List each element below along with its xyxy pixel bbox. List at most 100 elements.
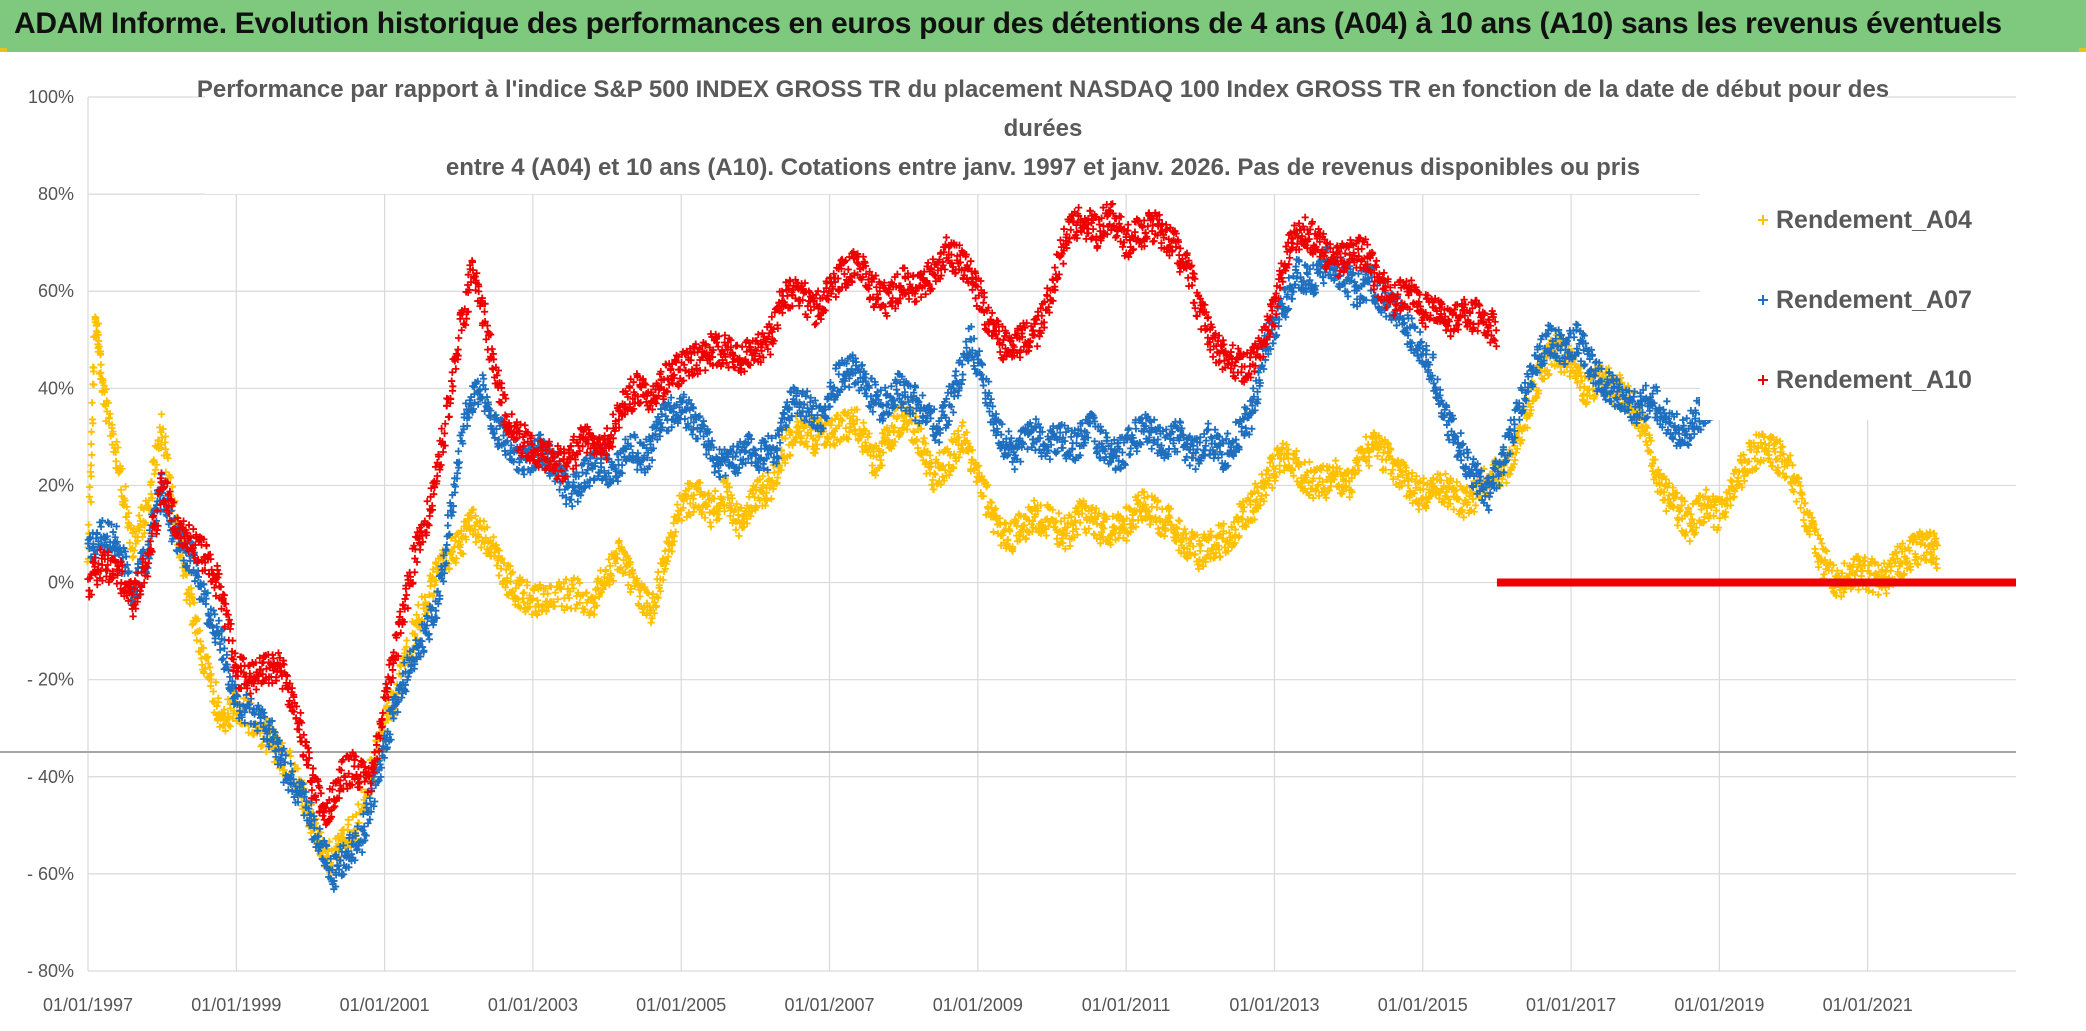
data-point (183, 571, 191, 579)
banner-corner-right (2079, 48, 2086, 52)
data-point (480, 539, 489, 547)
data-point (576, 599, 584, 607)
data-point (673, 501, 681, 509)
data-point (140, 505, 148, 513)
data-point (607, 572, 616, 580)
y-tick-label: 80% (38, 184, 74, 204)
data-point (767, 495, 776, 503)
data-point (87, 428, 96, 436)
data-point (448, 548, 457, 556)
data-point (100, 381, 108, 390)
data-point (122, 483, 130, 491)
x-tick-label: 01/01/2009 (933, 995, 1023, 1015)
data-point (626, 558, 634, 566)
data-point (565, 594, 573, 602)
data-point (86, 468, 95, 476)
data-point (638, 605, 647, 613)
data-point (223, 716, 231, 724)
data-point (594, 584, 602, 592)
data-point (471, 512, 480, 520)
data-point (226, 722, 234, 730)
data-point (650, 609, 658, 617)
data-point (213, 702, 221, 710)
data-point (94, 331, 102, 339)
data-point (135, 511, 143, 520)
data-point (188, 594, 197, 602)
data-point (609, 577, 617, 585)
data-point (654, 594, 662, 602)
data-point (495, 547, 503, 555)
data-point (212, 678, 220, 686)
data-point (193, 636, 201, 644)
data-point (563, 603, 571, 611)
data-point (656, 587, 665, 595)
data-point (605, 555, 613, 563)
data-point (201, 665, 209, 673)
data-point (123, 513, 131, 521)
data-point (467, 514, 476, 522)
data-point (636, 592, 644, 600)
y-tick-label: - 40% (27, 767, 74, 787)
data-point (777, 466, 785, 474)
data-point (677, 516, 686, 525)
data-point (204, 659, 212, 668)
data-point (670, 532, 678, 540)
data-point (176, 551, 184, 560)
x-tick-label: 01/01/2013 (1229, 995, 1319, 1015)
data-point (168, 483, 176, 491)
x-tick-label: 01/01/2001 (340, 995, 430, 1015)
data-point (759, 472, 767, 480)
data-point (159, 425, 167, 433)
data-point (671, 528, 680, 536)
data-point (551, 602, 559, 610)
data-point (663, 557, 671, 565)
data-point (574, 575, 582, 583)
data-point (752, 504, 761, 512)
data-point (518, 576, 527, 584)
data-point (280, 766, 288, 774)
data-point (797, 434, 806, 442)
data-point (138, 533, 147, 541)
data-point (456, 541, 464, 549)
data-point (625, 571, 633, 579)
data-point (147, 490, 155, 498)
data-point (86, 483, 94, 491)
data-point (102, 385, 110, 393)
data-point (108, 424, 116, 432)
data-point (675, 511, 683, 519)
data-point (620, 556, 628, 564)
data-point (148, 478, 156, 486)
data-point (711, 487, 719, 495)
data-point (262, 748, 270, 756)
x-tick-label: 01/01/2015 (1378, 995, 1468, 1015)
data-point (97, 369, 105, 377)
data-point (591, 594, 599, 602)
data-point (257, 742, 265, 751)
y-tick-label: 40% (38, 378, 74, 398)
data-point (500, 559, 508, 567)
data-point (635, 602, 643, 610)
data-point (670, 519, 678, 527)
x-tick-label: 01/01/2005 (636, 995, 726, 1015)
data-point (493, 561, 501, 570)
data-point (193, 615, 202, 623)
data-point (112, 457, 120, 465)
data-point (624, 581, 632, 589)
data-point (502, 566, 510, 574)
data-point (710, 495, 718, 503)
data-point (727, 502, 735, 510)
data-point (429, 592, 437, 601)
data-point (770, 469, 778, 477)
data-point (743, 519, 751, 528)
y-tick-label: 0% (48, 573, 74, 593)
banner-corner-left (0, 48, 7, 52)
data-point (728, 494, 736, 503)
data-point (338, 830, 346, 838)
y-tick-label: - 20% (27, 670, 74, 690)
y-tick-label: - 60% (27, 864, 74, 884)
data-point (118, 465, 126, 473)
data-point (129, 552, 137, 560)
data-point (661, 547, 669, 555)
data-point (664, 553, 672, 561)
